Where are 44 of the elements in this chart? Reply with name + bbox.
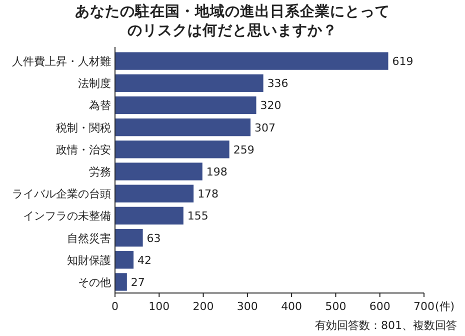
data-label: 307 [254, 121, 276, 134]
y-tick-label: その他 [78, 276, 111, 289]
text: 有効回答数：801、複数回答 [315, 319, 457, 332]
y-tick-label: 税制・関税 [56, 121, 111, 134]
bar [115, 140, 230, 158]
bar [115, 273, 127, 291]
y-tick-label: インフラの未整備 [23, 210, 111, 223]
y-tick-label: 政情・治安 [56, 143, 111, 156]
y-tick-label: 法制度 [78, 77, 111, 90]
bar [115, 162, 202, 180]
data-label: 320 [260, 99, 282, 112]
x-tick-label: 500 [325, 300, 346, 313]
bar [115, 74, 264, 92]
bar [115, 184, 194, 202]
data-label: 259 [233, 143, 254, 156]
data-label: 178 [198, 188, 219, 201]
y-tick-label: 為替 [89, 99, 111, 112]
x-tick-label: 600 [369, 300, 390, 313]
y-tick-label: 自然災害 [67, 232, 111, 245]
bar [115, 206, 184, 225]
x-tick-label: 700 [414, 300, 434, 313]
bar [115, 228, 143, 247]
data-label: 336 [267, 77, 288, 90]
data-label: 155 [187, 210, 208, 223]
bar [115, 251, 134, 269]
x-tick-label: 200 [192, 300, 214, 313]
data-label: 27 [130, 276, 145, 289]
y-tick-label: 知財保護 [67, 254, 111, 267]
x-tick-label: 300 [236, 300, 258, 313]
x-tick-label: 100 [148, 300, 170, 313]
data-label: 198 [206, 166, 228, 178]
x-tick-label: 0 [112, 300, 118, 313]
x-axis-title: (件) [435, 300, 455, 313]
bar [115, 96, 256, 114]
bar [115, 52, 388, 70]
bar [115, 118, 251, 136]
y-tick-label: ライバル企業の台頭 [12, 188, 111, 201]
x-tick-label: 400 [281, 300, 302, 313]
data-label: 63 [146, 232, 161, 245]
data-label: 619 [392, 55, 414, 68]
y-tick-label: 労務 [89, 166, 111, 178]
chart-title: あなたの駐在国・地域の進出日系企業にとってのリスクは何だと思いますか？ [75, 3, 390, 39]
data-label: 42 [138, 254, 152, 267]
y-tick-label: 人件費上昇・人材難 [12, 55, 111, 68]
